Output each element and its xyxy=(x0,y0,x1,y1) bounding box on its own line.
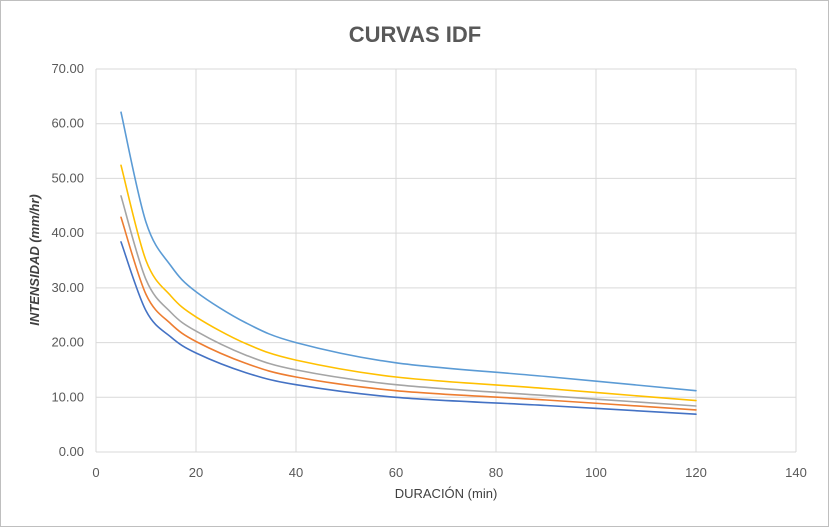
y-tick-label: 30.00 xyxy=(51,280,84,295)
series-line-2 xyxy=(120,164,697,402)
x-tick-label: 40 xyxy=(289,465,303,480)
series-line-1 xyxy=(120,111,697,392)
x-tick-label: 0 xyxy=(92,465,99,480)
y-tick-label: 40.00 xyxy=(51,225,84,240)
series-lines xyxy=(120,111,697,415)
series-line-3 xyxy=(120,195,697,407)
y-axis-title: INTENSIDAD (mm/hr) xyxy=(27,194,42,325)
x-tick-label: 140 xyxy=(785,465,807,480)
x-axis-ticks: 0 20 40 60 80 100 120 140 xyxy=(92,465,806,480)
x-axis-title: DURACIÓN (min) xyxy=(395,486,498,501)
y-tick-label: 10.00 xyxy=(51,389,84,404)
y-tick-label: 0.00 xyxy=(59,444,84,459)
series-line-4 xyxy=(120,216,697,411)
y-axis-ticks: 0.00 10.00 20.00 30.00 40.00 50.00 60.00 70.00 xyxy=(51,61,84,459)
x-tick-label: 60 xyxy=(389,465,403,480)
x-tick-label: 20 xyxy=(189,465,203,480)
y-tick-label: 70.00 xyxy=(51,61,84,76)
y-tick-label: 20.00 xyxy=(51,335,84,350)
gridlines xyxy=(95,68,797,453)
chart-title: CURVAS IDF xyxy=(349,22,481,47)
y-tick-label: 50.00 xyxy=(51,170,84,185)
x-tick-label: 100 xyxy=(585,465,607,480)
series-line-5 xyxy=(120,241,697,415)
x-tick-label: 120 xyxy=(685,465,707,480)
y-tick-label: 60.00 xyxy=(51,116,84,131)
x-tick-label: 80 xyxy=(489,465,503,480)
